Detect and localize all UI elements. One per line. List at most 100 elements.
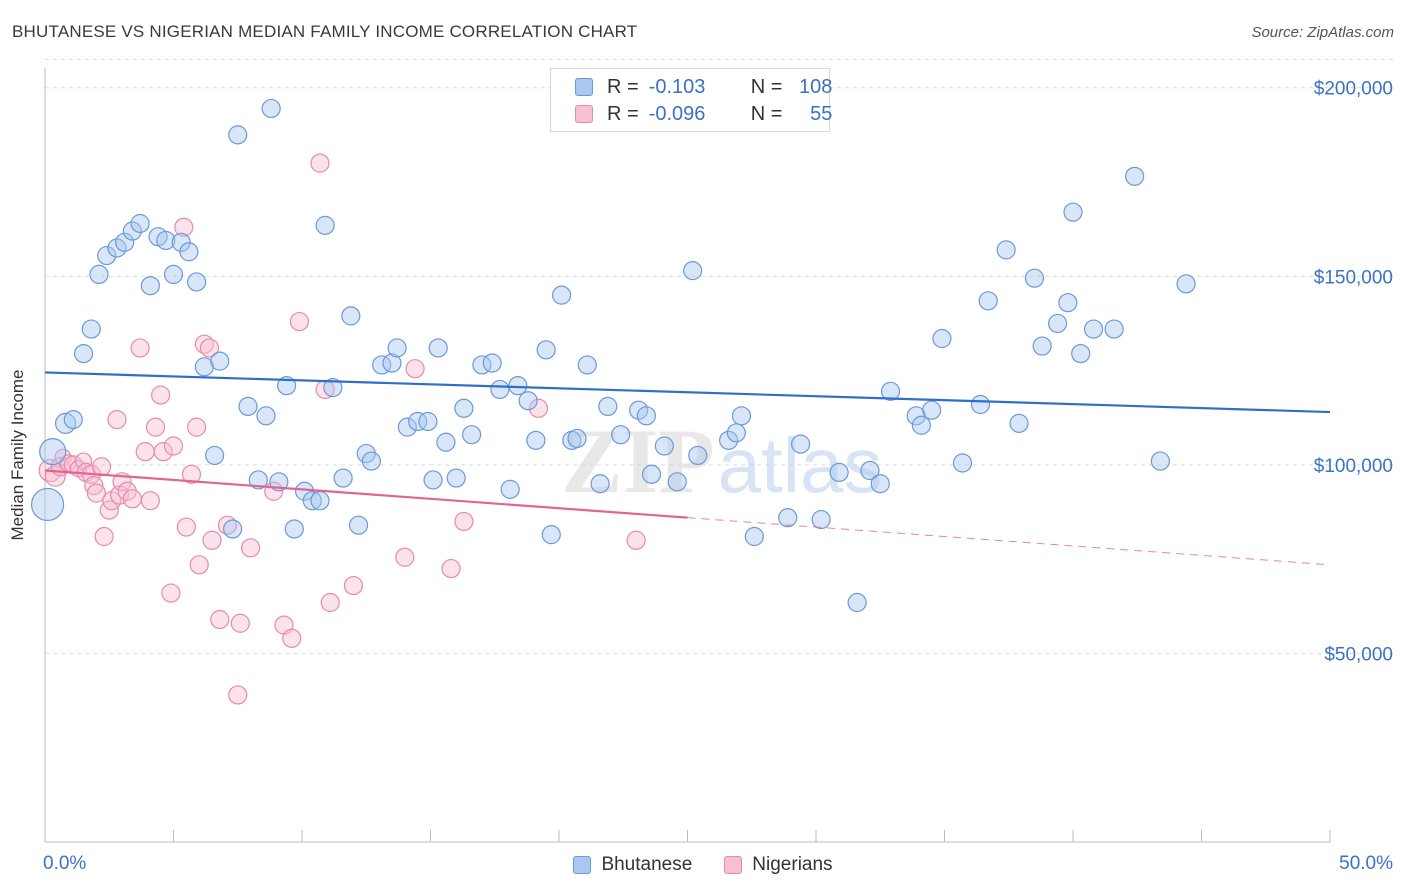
nigerians-point [395, 547, 415, 567]
n-value: 108 [799, 75, 833, 98]
nigerians-point [187, 417, 207, 437]
bhutanese-point [446, 468, 466, 488]
bhutanese-point [1047, 313, 1068, 334]
nigerians-point [282, 628, 302, 648]
bhutanese-point [598, 396, 618, 416]
legend-label-bhutanese: Bhutanese [601, 854, 693, 875]
y-tick-label: $100,000 [1314, 456, 1393, 477]
bhutanese-point [952, 453, 973, 473]
bhutanese-point [518, 391, 538, 411]
bhutanese-point [978, 291, 998, 311]
nigerians-point [91, 457, 112, 477]
correlation-legend: R = -0.103 N = 108 R = -0.096 N = 55 [550, 68, 832, 132]
bhutanese-point [731, 406, 752, 426]
bhutanese-point [408, 411, 428, 432]
bhutanese-point [238, 396, 258, 416]
bhutanese-point [811, 509, 831, 530]
bhutanese-point [348, 515, 369, 535]
bhutanese-point [423, 470, 443, 490]
bhutanese-point [744, 526, 764, 547]
watermark-zip: ZIP [561, 410, 714, 512]
nigerians-point [230, 613, 250, 633]
y-tick-label: $150,000 [1314, 267, 1393, 288]
bhutanese-point [140, 276, 160, 296]
legend-row-bhutanese: R = -0.103 N = 108 [575, 74, 832, 100]
nigerians-point [122, 489, 142, 509]
bhutanese-point [63, 410, 83, 430]
bhutanese-point [302, 491, 322, 511]
bhutanese-point [361, 451, 381, 471]
legend-row-nigerians: R = -0.096 N = 55 [575, 101, 832, 127]
series-legend: Bhutanese Nigerians [0, 852, 1406, 878]
nigerians-point [528, 398, 549, 418]
bhutanese-point [179, 242, 199, 262]
bhutanese-point [276, 376, 297, 396]
nigerians-point [441, 558, 461, 579]
bhutanese-point [341, 306, 361, 326]
bhutanese-point [847, 592, 867, 613]
bhutanese-point [778, 508, 798, 528]
bhutanese-point [187, 272, 207, 292]
r-label: R = [607, 75, 639, 98]
bhutanese-point [911, 415, 931, 435]
bhutanese-point [996, 240, 1016, 260]
trend-lines [44, 371, 1331, 566]
nigerians-point [241, 538, 261, 558]
nigerians-point [210, 609, 230, 630]
nigerians-point [94, 526, 114, 547]
bhutanese-point [880, 381, 901, 401]
nigerians-trend-line-extension [687, 517, 1331, 566]
bhutanese-point [1063, 202, 1083, 222]
bhutanese-point [223, 519, 243, 539]
nigerians-point [189, 555, 209, 575]
nigerians-points [38, 153, 646, 705]
nigerians-point [320, 592, 340, 613]
bhutanese-point [310, 491, 330, 511]
bhutanese-point [636, 406, 656, 426]
nigerians-point [289, 311, 310, 332]
bhutanese-point [567, 428, 587, 449]
bhutanese-point [81, 319, 101, 339]
bhutanese-point [1009, 413, 1029, 433]
axes [44, 68, 1331, 843]
bhutanese-point [248, 470, 268, 490]
nigerians-point [153, 442, 173, 462]
bhutanese-point [932, 328, 952, 349]
y-tick-label: $200,000 [1314, 79, 1393, 100]
bhutanese-point [688, 445, 708, 466]
nigerians-point [194, 334, 214, 354]
nigerians-swatch [724, 856, 743, 874]
bhutanese-point [1150, 451, 1170, 471]
bhutanese-point [654, 436, 674, 456]
nigerians-point [151, 385, 171, 405]
r-label: R = [607, 102, 639, 125]
bhutanese-point [418, 411, 438, 432]
bhutanese-swatch [575, 78, 593, 96]
x-tick-label: 0.0% [43, 853, 86, 874]
legend-item-nigerians: Nigerians [724, 854, 833, 876]
bhutanese-point [1176, 274, 1196, 294]
bhutanese-point [719, 430, 739, 450]
bhutanese-point [1125, 166, 1145, 186]
bhutanese-point [39, 438, 67, 466]
bhutanese-point [1083, 319, 1104, 339]
bhutanese-point [315, 215, 335, 235]
nigerians-point [454, 511, 474, 532]
bhutanese-point [323, 377, 343, 398]
nigerians-point [343, 575, 363, 596]
x-tick-label: 50.0% [1339, 853, 1393, 874]
bhutanese-point [163, 264, 184, 284]
n-value: 55 [810, 102, 833, 125]
bhutanese-point [508, 376, 528, 396]
bhutanese-point [667, 472, 687, 492]
bhutanese-points [30, 98, 1196, 613]
n-label: N = [750, 75, 783, 98]
nigerians-point [130, 338, 150, 358]
tick-labels: $50,000 $100,000 $150,000 $200,000 0.0% 50.0% [43, 79, 1393, 874]
nigerians-point [181, 464, 202, 484]
nigerians-point [626, 530, 646, 550]
chart-title: BHUTANESE VS NIGERIAN MEDIAN FAMILY INCO… [12, 22, 638, 41]
bhutanese-swatch [573, 856, 592, 874]
nigerians-point [176, 517, 196, 537]
